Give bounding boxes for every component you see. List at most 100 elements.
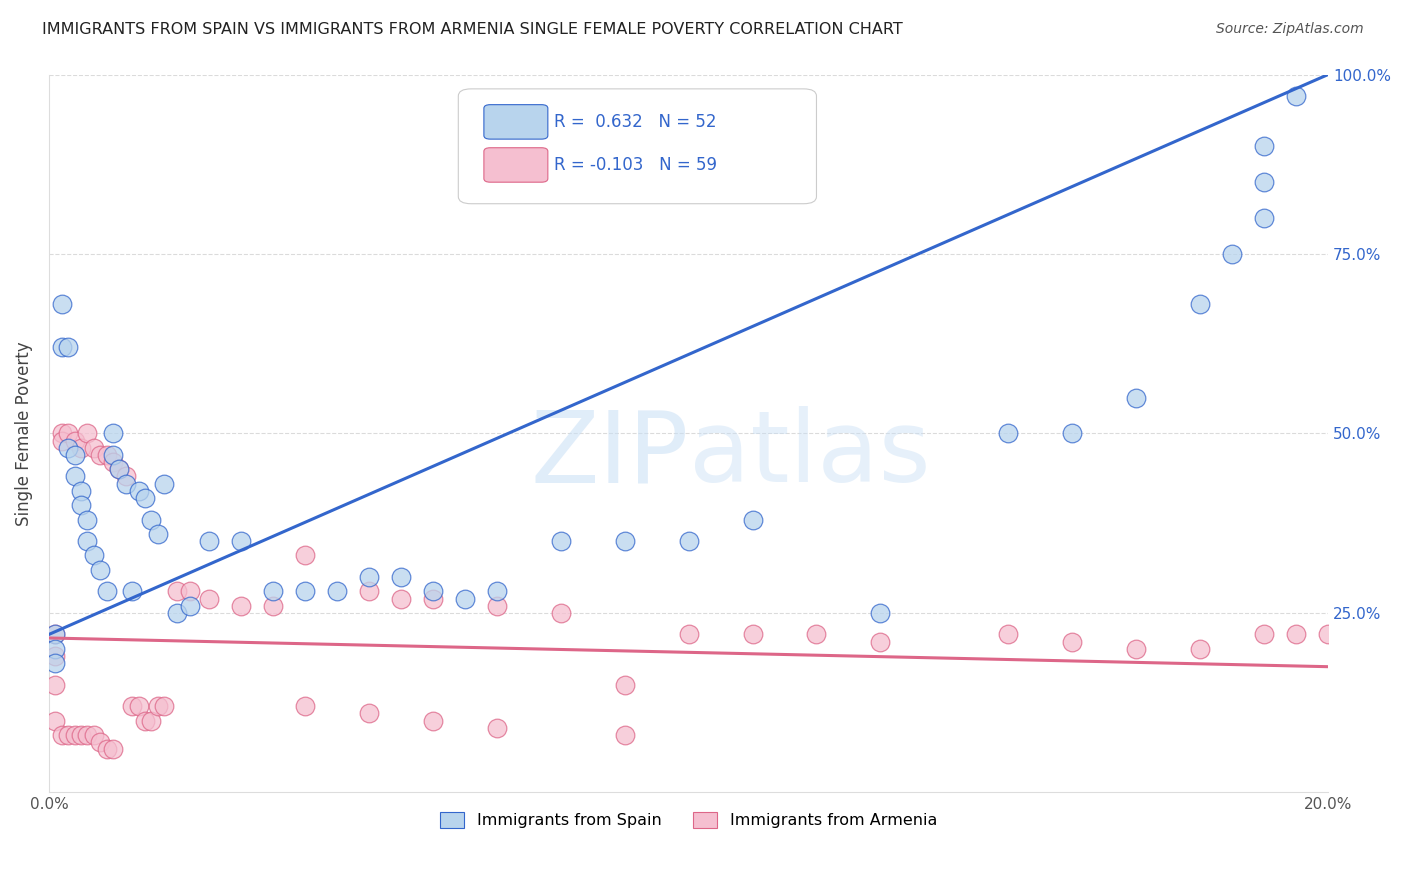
FancyBboxPatch shape: [484, 148, 548, 182]
Point: [51, 728, 73, 742]
Point: [229, 534, 252, 549]
Point: [1253, 627, 1275, 641]
Point: [134, 491, 156, 505]
Text: ZIP: ZIP: [530, 407, 689, 503]
Point: [485, 584, 508, 599]
Point: [166, 584, 188, 599]
Point: [83, 549, 105, 563]
Point: [1062, 426, 1084, 441]
Point: [96, 448, 118, 462]
Point: [101, 448, 124, 462]
Point: [89, 563, 111, 577]
Point: [550, 606, 572, 620]
Point: [141, 512, 163, 526]
Point: [51, 434, 73, 448]
Point: [153, 476, 176, 491]
Point: [166, 606, 188, 620]
Point: [70, 483, 93, 498]
Point: [121, 584, 143, 599]
Point: [44, 648, 66, 663]
Point: [101, 455, 124, 469]
Point: [44, 627, 66, 641]
Point: [146, 527, 169, 541]
Point: [389, 570, 412, 584]
Point: [422, 591, 444, 606]
Text: atlas: atlas: [689, 407, 931, 503]
Point: [229, 599, 252, 613]
Point: [56, 340, 79, 354]
Point: [114, 469, 136, 483]
Point: [422, 714, 444, 728]
Point: [96, 742, 118, 756]
Point: [1125, 641, 1147, 656]
Point: [1220, 247, 1243, 261]
Point: [1253, 139, 1275, 153]
Point: [108, 462, 131, 476]
Point: [357, 570, 380, 584]
Point: [56, 728, 79, 742]
Point: [357, 584, 380, 599]
Point: [63, 728, 86, 742]
Point: [198, 591, 221, 606]
Point: [76, 512, 98, 526]
Point: [76, 534, 98, 549]
Point: [550, 534, 572, 549]
Point: [1189, 297, 1212, 311]
Point: [997, 426, 1019, 441]
Point: [262, 599, 284, 613]
Point: [44, 714, 66, 728]
Text: R =  0.632   N = 52: R = 0.632 N = 52: [554, 113, 717, 131]
Point: [83, 728, 105, 742]
Point: [76, 728, 98, 742]
Point: [63, 434, 86, 448]
Point: [121, 699, 143, 714]
Point: [128, 483, 150, 498]
Point: [44, 678, 66, 692]
Point: [153, 699, 176, 714]
Point: [741, 627, 763, 641]
Point: [389, 591, 412, 606]
Point: [806, 627, 828, 641]
Point: [179, 584, 201, 599]
Point: [44, 627, 66, 641]
Point: [70, 441, 93, 455]
Point: [1253, 175, 1275, 189]
Point: [101, 426, 124, 441]
Point: [89, 735, 111, 749]
Legend: Immigrants from Spain, Immigrants from Armenia: Immigrants from Spain, Immigrants from A…: [433, 805, 943, 835]
Point: [141, 714, 163, 728]
Point: [485, 599, 508, 613]
Point: [613, 534, 636, 549]
Y-axis label: Single Female Poverty: Single Female Poverty: [15, 341, 32, 525]
Point: [678, 534, 700, 549]
Point: [1285, 89, 1308, 103]
Point: [70, 728, 93, 742]
Point: [613, 728, 636, 742]
Point: [613, 678, 636, 692]
Point: [70, 498, 93, 512]
Point: [134, 714, 156, 728]
Point: [1125, 391, 1147, 405]
FancyBboxPatch shape: [484, 104, 548, 139]
Point: [1062, 634, 1084, 648]
Point: [1285, 627, 1308, 641]
Point: [678, 627, 700, 641]
Point: [422, 584, 444, 599]
Point: [83, 441, 105, 455]
Point: [89, 448, 111, 462]
Point: [63, 469, 86, 483]
Point: [198, 534, 221, 549]
Text: R = -0.103   N = 59: R = -0.103 N = 59: [554, 156, 717, 174]
Point: [128, 699, 150, 714]
Point: [56, 426, 79, 441]
Point: [76, 426, 98, 441]
Point: [1253, 211, 1275, 225]
Point: [1189, 641, 1212, 656]
Point: [96, 584, 118, 599]
Point: [179, 599, 201, 613]
Point: [454, 591, 477, 606]
Point: [114, 476, 136, 491]
Point: [869, 606, 891, 620]
Point: [108, 462, 131, 476]
Point: [51, 297, 73, 311]
